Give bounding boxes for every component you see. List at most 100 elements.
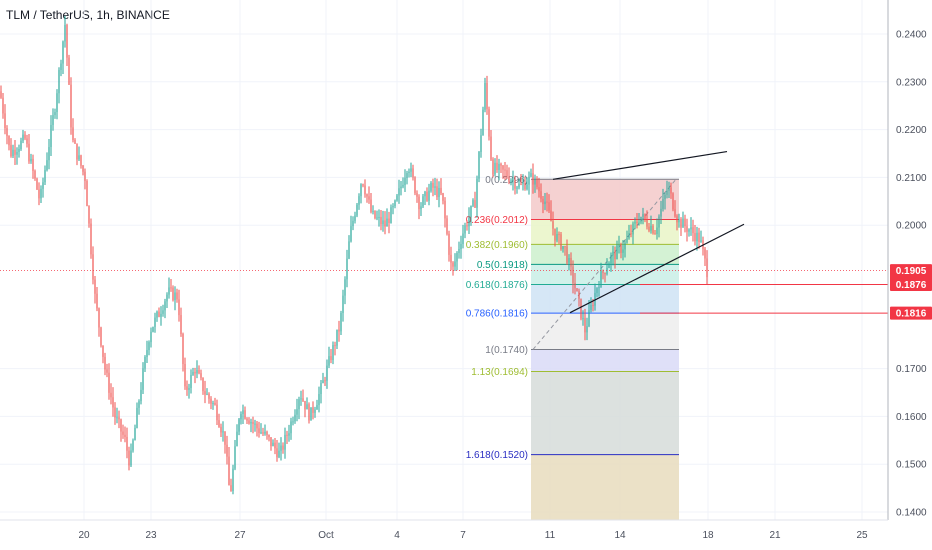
- candle-body: [476, 178, 478, 208]
- candle-body: [390, 207, 392, 223]
- candle-body: [164, 301, 166, 311]
- candle-body: [248, 420, 250, 424]
- candle-body: [94, 279, 96, 294]
- candle-body: [408, 171, 410, 174]
- candle-body: [270, 437, 272, 447]
- candle-body: [470, 205, 472, 218]
- candle-body: [114, 407, 116, 418]
- candle-body: [402, 185, 404, 187]
- candle-body: [478, 151, 480, 179]
- candle-body: [36, 178, 38, 190]
- price-tick-label: 0.2300: [896, 77, 927, 88]
- candle-body: [404, 177, 406, 186]
- candle-body: [276, 448, 278, 458]
- candle-body: [662, 199, 664, 209]
- candle-body: [562, 246, 564, 250]
- candle-body: [572, 266, 574, 284]
- candle-body: [74, 139, 76, 144]
- candle-body: [314, 409, 316, 413]
- candle-body: [434, 186, 436, 188]
- candle-body: [362, 184, 364, 186]
- candle-body: [384, 220, 386, 227]
- candle-body: [282, 445, 284, 450]
- candle-body: [318, 394, 320, 406]
- candle-body: [204, 391, 206, 395]
- candle-body: [508, 176, 510, 182]
- candle-body: [12, 149, 14, 157]
- candle-body: [174, 292, 176, 301]
- candle-body: [704, 248, 706, 259]
- candle-body: [584, 318, 586, 333]
- candle-body: [368, 196, 370, 200]
- candle-body: [302, 398, 304, 402]
- candle-body: [556, 234, 558, 241]
- candle-body: [640, 216, 642, 223]
- candle-body: [458, 249, 460, 253]
- time-tick-label: 18: [702, 530, 714, 541]
- candle-body: [312, 407, 314, 413]
- candle-body: [210, 398, 212, 404]
- candle-body: [296, 409, 298, 415]
- candle-body: [582, 318, 584, 320]
- candle-body: [160, 313, 162, 317]
- candle-body: [32, 158, 34, 171]
- candle-body: [406, 173, 408, 178]
- candle-body: [196, 369, 198, 374]
- fib-level-label: 0(0.2096): [485, 175, 528, 186]
- candle-body: [66, 25, 68, 58]
- candle-body: [306, 404, 308, 410]
- candle-body: [132, 440, 134, 451]
- candle-body: [178, 299, 180, 316]
- candle-body: [454, 261, 456, 267]
- candle-body: [322, 380, 324, 384]
- candle-body: [496, 162, 498, 171]
- candle-body: [690, 227, 692, 230]
- candle-body: [412, 168, 414, 178]
- candle-body: [680, 219, 682, 228]
- candle-body: [534, 178, 536, 185]
- candle-body: [206, 393, 208, 395]
- candle-body: [586, 326, 588, 333]
- candle-body: [608, 263, 610, 269]
- price-tick-label: 0.2400: [896, 30, 927, 41]
- candle-body: [654, 233, 656, 235]
- candle-body: [232, 468, 234, 492]
- candle-body: [234, 446, 236, 469]
- candle-body: [72, 127, 74, 140]
- candle-body: [222, 431, 224, 433]
- candle-body: [372, 210, 374, 212]
- candle-body: [420, 206, 422, 210]
- candle-body: [464, 225, 466, 234]
- fib-zone: [531, 454, 679, 521]
- candle-body: [0, 91, 2, 98]
- candle-body: [42, 182, 44, 189]
- candle-body: [542, 198, 544, 205]
- candle-body: [554, 228, 556, 241]
- candle-body: [284, 434, 286, 450]
- candle-body: [238, 419, 240, 432]
- candle-body: [530, 173, 532, 177]
- candle-body: [598, 287, 600, 289]
- candle-body: [22, 134, 24, 141]
- candle-body: [326, 365, 328, 381]
- fib-level-label: 1.13(0.1694): [471, 367, 528, 378]
- candle-body: [410, 168, 412, 172]
- candle-body: [610, 255, 612, 264]
- candle-body: [438, 187, 440, 198]
- candle-body: [570, 257, 572, 267]
- candle-body: [468, 217, 470, 227]
- candle-body: [336, 329, 338, 346]
- candle-body: [524, 182, 526, 190]
- candle-body: [24, 134, 26, 139]
- candle-body: [356, 204, 358, 216]
- candle-body: [668, 187, 670, 191]
- candle-body: [188, 387, 190, 390]
- candle-body: [96, 293, 98, 309]
- candle-body: [186, 386, 188, 390]
- candle-body: [414, 177, 416, 194]
- candle-body: [568, 257, 570, 263]
- candle-body: [86, 181, 88, 207]
- fib-level-label: 0.236(0.2012): [466, 215, 528, 226]
- candle-body: [38, 189, 40, 199]
